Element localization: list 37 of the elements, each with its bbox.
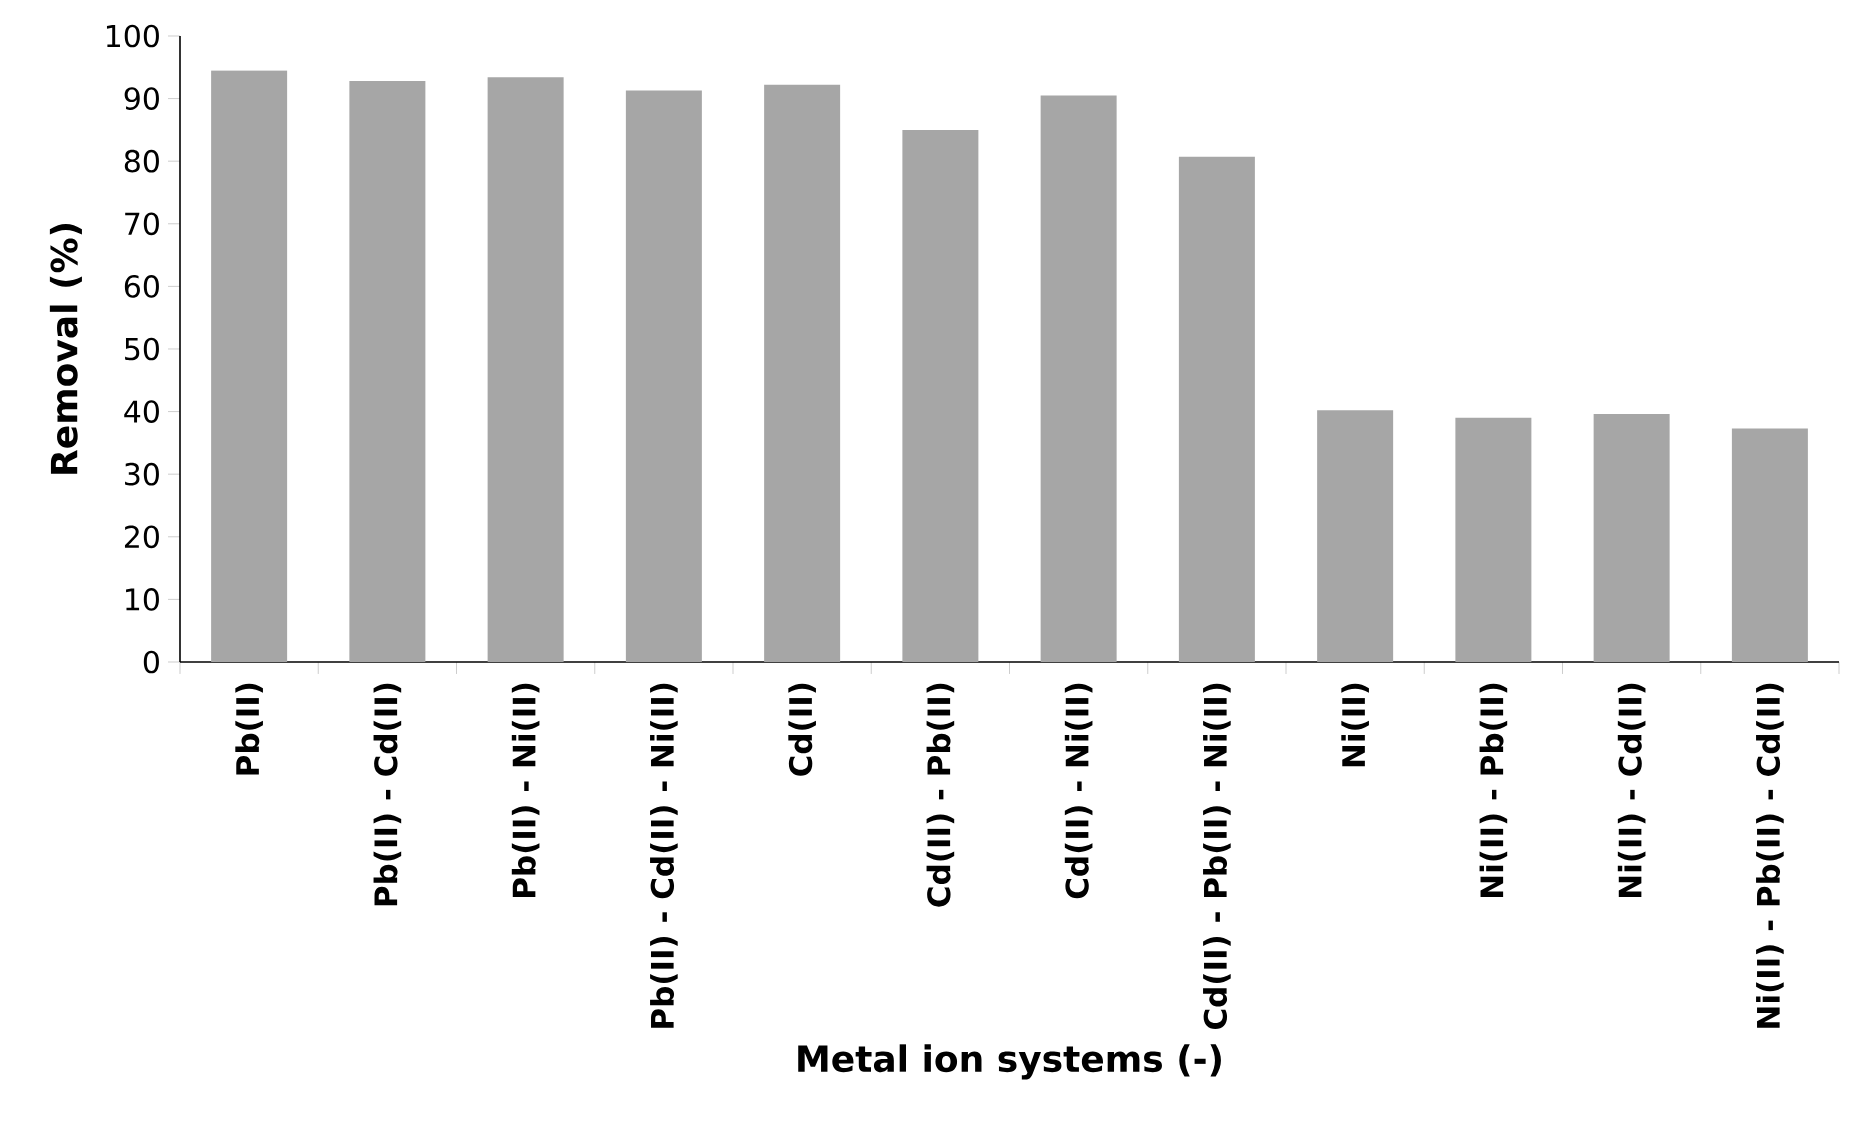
bar	[625, 90, 702, 662]
bar	[1178, 156, 1255, 662]
y-axis-title: Removal (%)	[49, 224, 82, 474]
y-tick-label: 100	[106, 24, 159, 48]
y-tick-label: 90	[124, 87, 159, 110]
x-tick-label: Cd(II) - Ni(II)	[1064, 683, 1093, 899]
y-tick-label: 20	[124, 525, 159, 549]
bar	[764, 84, 841, 662]
y-tick-label: 30	[125, 462, 159, 486]
bar	[902, 129, 979, 662]
x-tick-label: Ni(II) - Cd(II)	[1617, 683, 1646, 897]
x-tick-label: Ni(II)	[1341, 683, 1369, 767]
x-tick-label: Cd(II) - Pb(II) - Ni(II)	[1203, 683, 1231, 1030]
bar	[1455, 417, 1532, 662]
x-tick-label: Ni(II) - Pb(II)	[1479, 683, 1508, 897]
bar	[1317, 410, 1394, 662]
y-tick-label: 80	[124, 149, 159, 173]
x-tick-label: Cd(II)	[788, 683, 816, 776]
x-tick-label: Pb(II) - Ni(II)	[511, 683, 540, 897]
y-tick-label: 40	[124, 400, 159, 423]
bar	[487, 77, 564, 662]
bar	[211, 70, 288, 662]
y-tick-label: 50	[125, 337, 159, 361]
y-tick-label: 0	[143, 650, 159, 674]
x-tick-label: Pb(II) - Cd(II)	[373, 683, 402, 906]
y-tick-label: 10	[126, 588, 159, 611]
y-tick-label: 60	[124, 275, 159, 298]
bar	[1040, 95, 1117, 662]
x-tick-label: Pb(II) - Cd(II) - Ni(II)	[650, 683, 678, 1028]
x-tick-label: Pb(II)	[235, 683, 263, 775]
x-tick-label: Cd(II) - Pb(II)	[926, 683, 955, 907]
bar	[349, 81, 426, 662]
x-axis-title: Metal ion systems (-)	[798, 1044, 1221, 1080]
bar	[1731, 428, 1808, 662]
y-tick-label: 70	[125, 212, 159, 236]
bar	[1593, 414, 1670, 662]
x-tick-label: Ni(II) - Pb(II) - Cd(II)	[1756, 683, 1784, 1028]
